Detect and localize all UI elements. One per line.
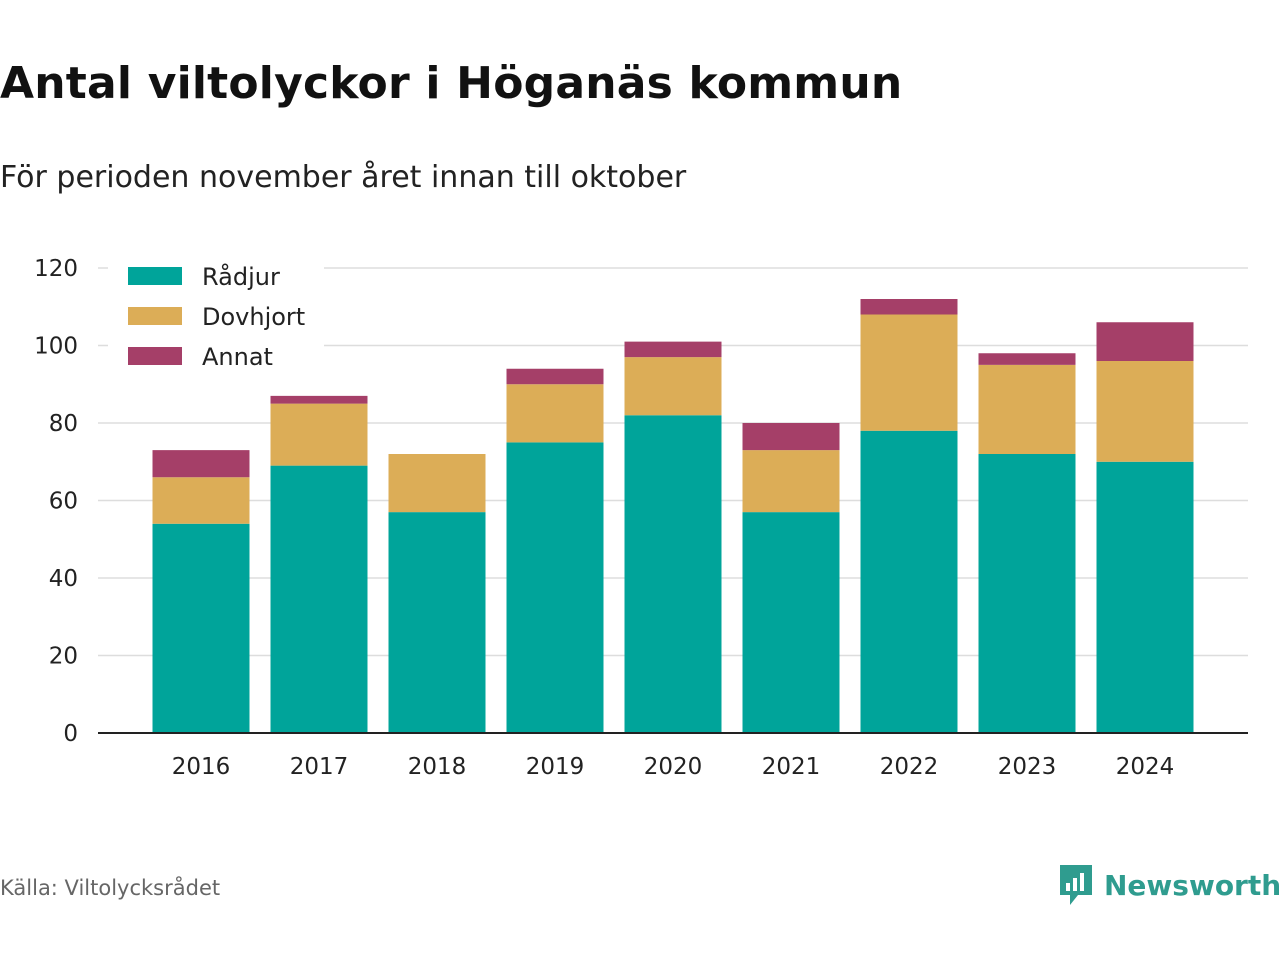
legend: Rådjur Dovhjort Annat xyxy=(108,256,324,382)
legend-label-rådjur: Rådjur xyxy=(202,262,280,291)
x-tick-label: 2017 xyxy=(290,754,349,780)
bar-annat-2016 xyxy=(152,450,250,478)
legend-label-annat: Annat xyxy=(202,343,273,371)
bar-rådjur-2019 xyxy=(506,442,604,733)
y-tick-label: 40 xyxy=(49,566,78,592)
x-tick-label: 2024 xyxy=(1116,754,1175,780)
bar-annat-2022 xyxy=(860,299,958,315)
bar-rådjur-2024 xyxy=(1096,461,1194,733)
bar-rådjur-2023 xyxy=(978,454,1076,733)
y-tick-label: 0 xyxy=(63,721,78,747)
x-tick-label: 2021 xyxy=(762,754,821,780)
x-tick-label: 2019 xyxy=(526,754,585,780)
bar-annat-2021 xyxy=(742,423,840,451)
brand-name: Newsworthy xyxy=(1104,868,1280,902)
x-tick-label: 2023 xyxy=(998,754,1057,780)
x-tick-labels: 2016 2017 2018 2019 2020 2021 2022 2023 2024 xyxy=(172,754,1175,780)
bar-rådjur-2018 xyxy=(388,512,486,733)
bar-rådjur-2016 xyxy=(152,523,250,733)
bars xyxy=(152,299,1194,733)
legend-swatch-annat xyxy=(128,347,182,365)
newsworthy-logo-icon xyxy=(1060,865,1092,905)
source-note: Källa: Viltolycksrådet xyxy=(0,876,221,900)
brand: Newsworthy xyxy=(1058,862,1280,908)
bar-rådjur-2017 xyxy=(270,465,368,733)
bar-dovhjort-2016 xyxy=(152,477,250,524)
y-tick-label: 60 xyxy=(49,489,78,515)
bar-dovhjort-2019 xyxy=(506,384,604,443)
legend-swatch-rådjur xyxy=(128,267,182,285)
chart-subtitle: För perioden november året innan till ok… xyxy=(0,160,687,195)
bar-annat-2017 xyxy=(270,395,368,404)
y-tick-label: 100 xyxy=(34,334,78,360)
y-tick-labels: 0 20 40 60 80 100 120 xyxy=(34,256,78,747)
legend-swatch-dovhjort xyxy=(128,307,182,325)
bar-dovhjort-2018 xyxy=(388,454,486,513)
bar-dovhjort-2017 xyxy=(270,403,368,466)
bar-dovhjort-2021 xyxy=(742,450,840,513)
bar-annat-2020 xyxy=(624,341,722,358)
bar-annat-2024 xyxy=(1096,322,1194,361)
y-tick-label: 120 xyxy=(34,256,78,282)
bar-dovhjort-2020 xyxy=(624,357,722,416)
x-tick-label: 2016 xyxy=(172,754,231,780)
bar-rådjur-2021 xyxy=(742,512,840,733)
chart-title: Antal viltolyckor i Höganäs kommun xyxy=(0,58,903,109)
y-tick-label: 80 xyxy=(49,411,78,437)
x-tick-label: 2018 xyxy=(408,754,467,780)
x-tick-label: 2022 xyxy=(880,754,939,780)
y-tick-label: 20 xyxy=(49,644,78,670)
legend-label-dovhjort: Dovhjort xyxy=(202,303,305,331)
x-tick-label: 2020 xyxy=(644,754,703,780)
bar-dovhjort-2022 xyxy=(860,314,958,431)
bar-annat-2023 xyxy=(978,353,1076,365)
bar-dovhjort-2023 xyxy=(978,364,1076,454)
bar-dovhjort-2024 xyxy=(1096,361,1194,462)
stacked-bar-chart: 0 20 40 60 80 100 120 2016 2017 2018 2019 2020 2021… xyxy=(34,256,1248,780)
bar-rådjur-2020 xyxy=(624,415,722,733)
bar-annat-2019 xyxy=(506,368,604,385)
bar-rådjur-2022 xyxy=(860,430,958,733)
